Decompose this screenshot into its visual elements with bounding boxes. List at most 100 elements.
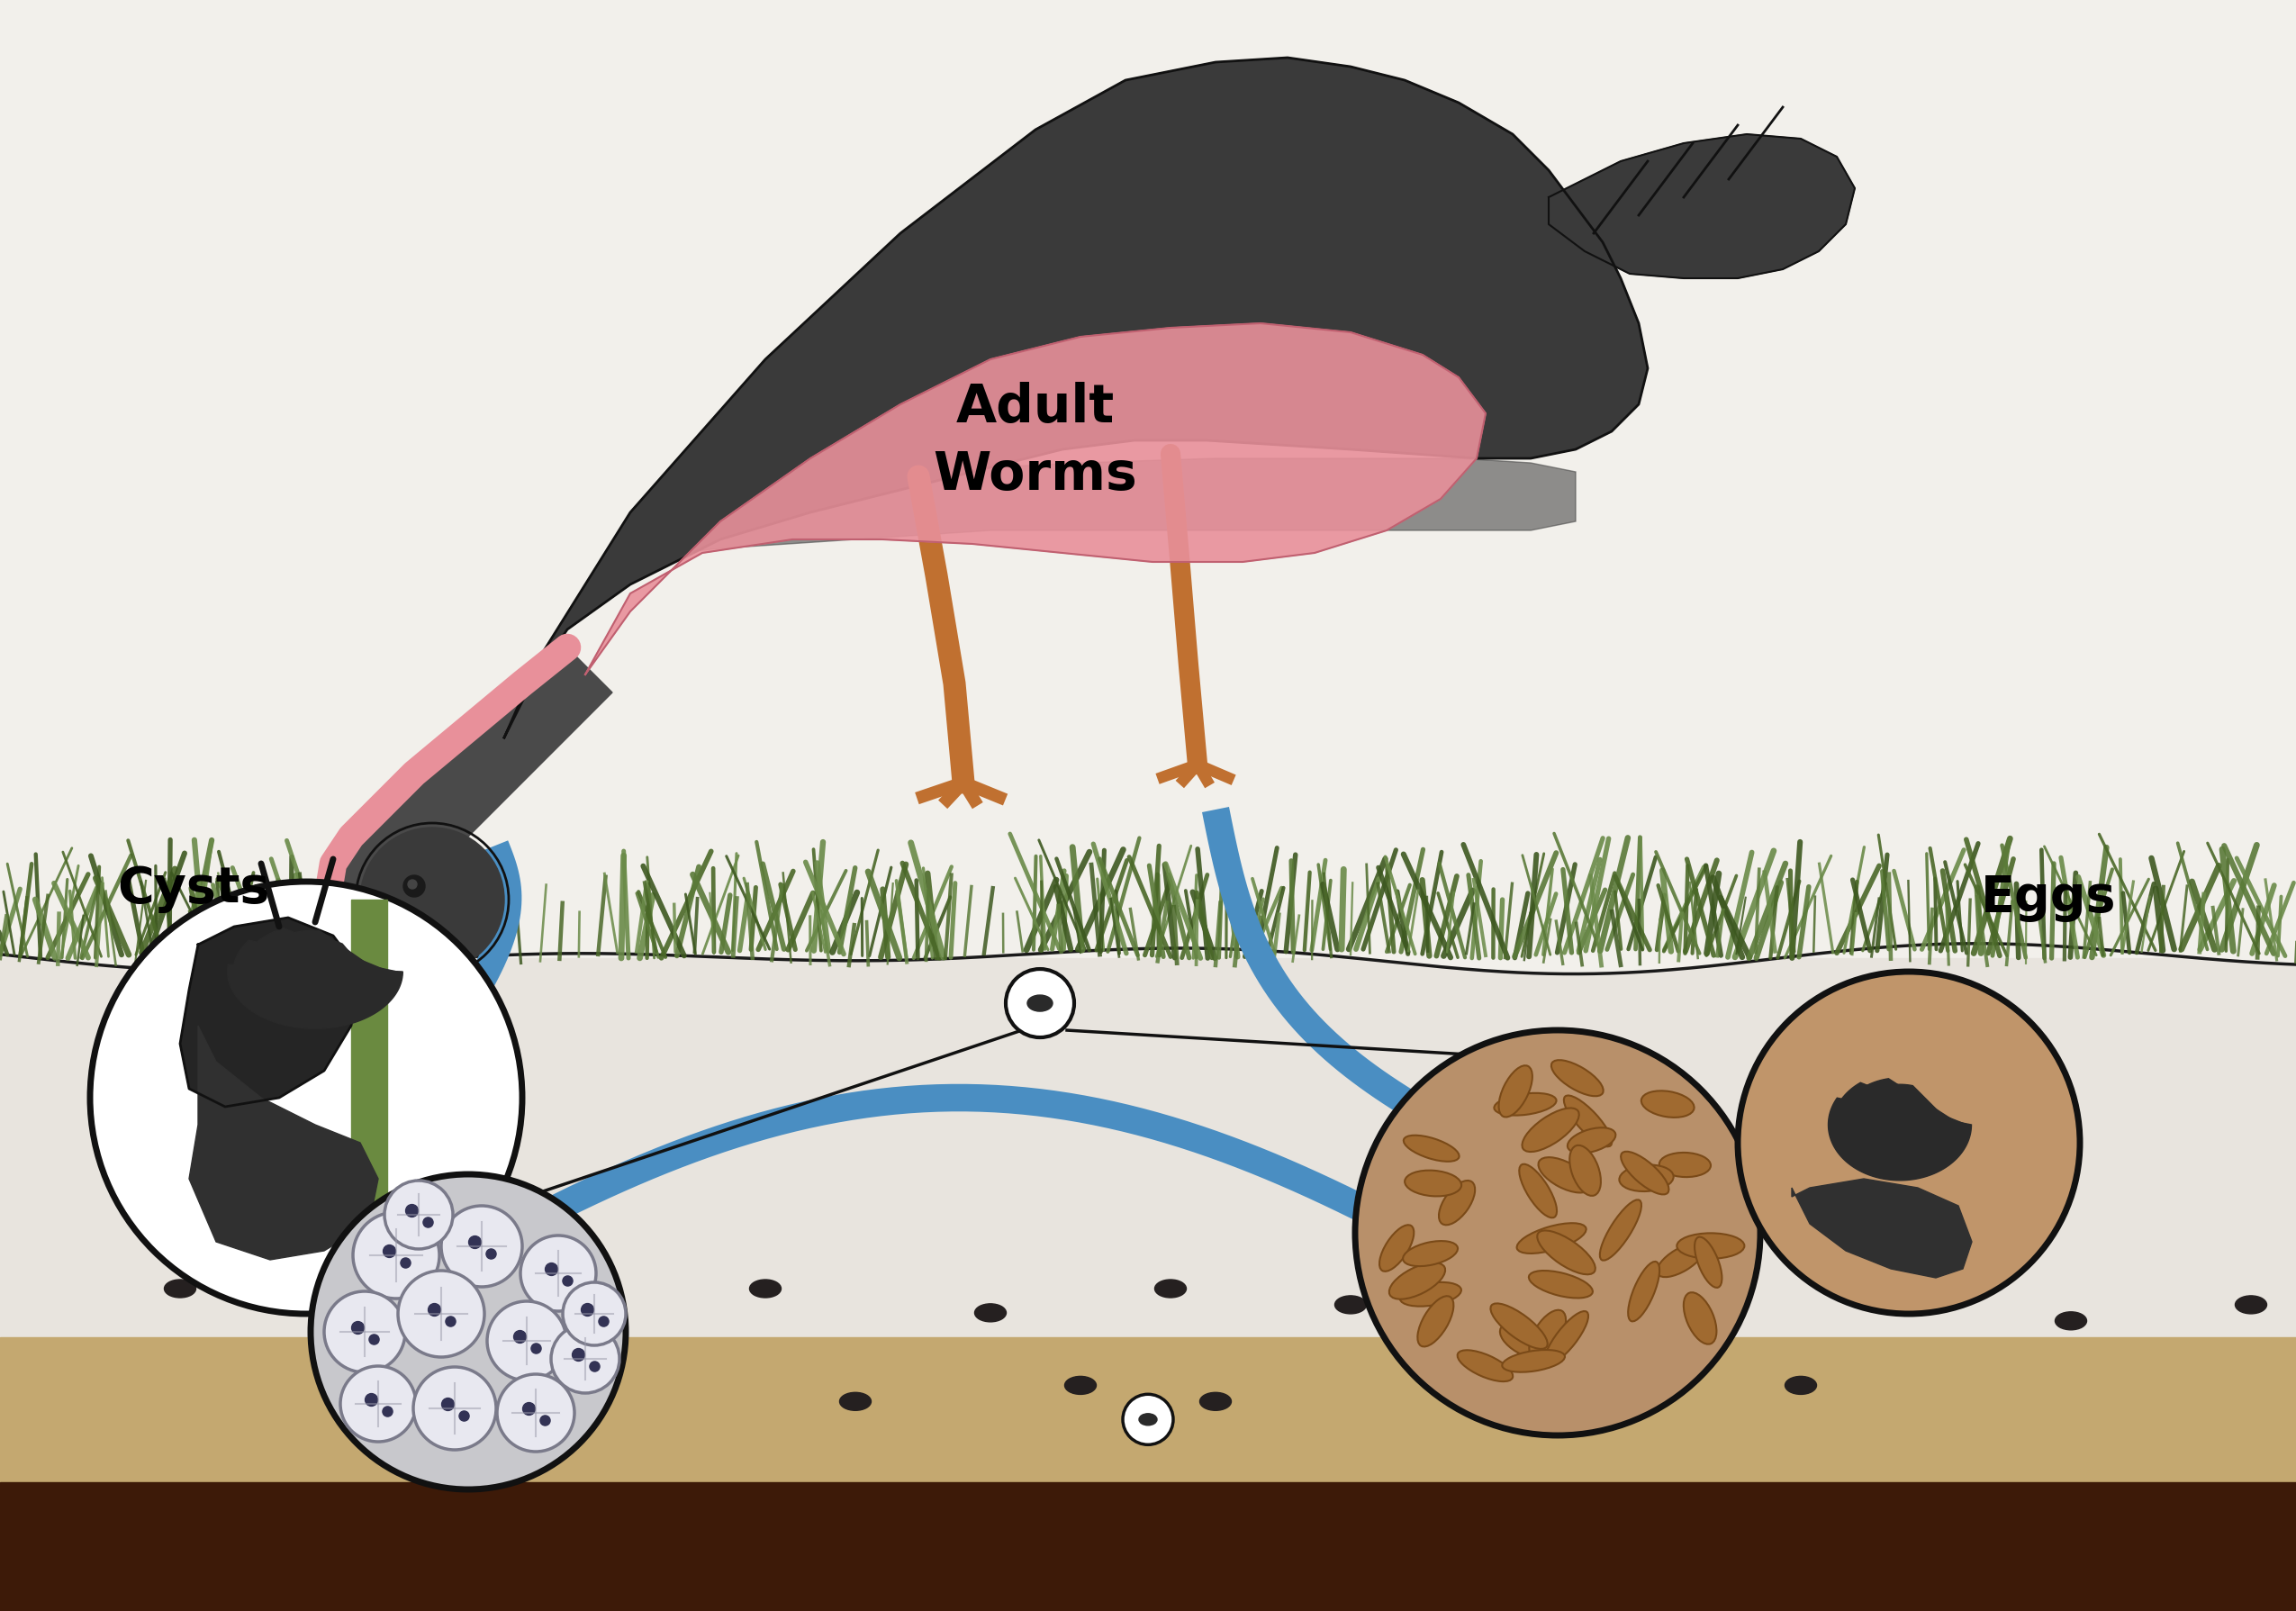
Ellipse shape [1694,1237,1722,1287]
Ellipse shape [1538,1158,1591,1192]
Ellipse shape [1529,1310,1566,1358]
Circle shape [354,1213,439,1298]
Ellipse shape [1499,1324,1548,1358]
Circle shape [404,876,425,897]
Circle shape [360,828,505,971]
Polygon shape [188,1026,379,1260]
Polygon shape [1871,1102,1929,1147]
Ellipse shape [1642,1091,1694,1118]
Ellipse shape [1628,1261,1660,1321]
Ellipse shape [1490,1303,1548,1348]
Bar [0,1337,2296,1498]
Ellipse shape [1515,1279,1548,1298]
Ellipse shape [1518,1223,1587,1253]
Ellipse shape [1155,1279,1187,1298]
Bar [351,901,388,1289]
Circle shape [383,1181,452,1249]
Ellipse shape [1600,1200,1642,1260]
Circle shape [340,1366,416,1442]
Circle shape [310,1174,627,1490]
Ellipse shape [1694,1303,1727,1323]
Polygon shape [227,965,402,1029]
Ellipse shape [165,1279,195,1298]
Text: Eggs: Eggs [1981,873,2117,921]
Ellipse shape [1389,1263,1444,1300]
Bar [0,0,2296,959]
Ellipse shape [1502,1350,1566,1373]
Bar [0,1482,2296,1611]
Ellipse shape [1552,1060,1603,1097]
Ellipse shape [2236,1295,2266,1315]
Circle shape [413,1368,496,1450]
Circle shape [441,1207,521,1287]
Ellipse shape [1440,1181,1474,1226]
Ellipse shape [1401,1282,1460,1307]
Polygon shape [264,939,365,1005]
Ellipse shape [344,1311,377,1331]
Circle shape [1006,970,1075,1037]
Ellipse shape [1658,1244,1704,1278]
Ellipse shape [1139,1414,1157,1426]
Polygon shape [631,459,1575,557]
Ellipse shape [1676,1234,1745,1258]
Polygon shape [287,918,397,994]
Ellipse shape [1545,1311,1589,1365]
Ellipse shape [1568,1128,1616,1153]
Ellipse shape [1334,1295,1366,1315]
Polygon shape [1791,1179,1972,1278]
Circle shape [1355,1031,1761,1435]
Circle shape [397,1271,484,1356]
Circle shape [563,1282,627,1345]
Ellipse shape [1405,1171,1463,1197]
Ellipse shape [840,1392,870,1411]
Ellipse shape [1621,1152,1669,1195]
Ellipse shape [748,1279,781,1298]
Polygon shape [505,58,1649,738]
Ellipse shape [1538,1231,1596,1274]
Polygon shape [1832,1083,1968,1178]
Ellipse shape [1403,1240,1458,1266]
Circle shape [496,1374,574,1452]
Ellipse shape [976,1303,1006,1323]
Ellipse shape [1522,1108,1580,1152]
Polygon shape [234,941,397,1025]
Ellipse shape [1564,1095,1612,1147]
Polygon shape [1550,135,1855,279]
Polygon shape [1828,1099,1972,1181]
Ellipse shape [1065,1376,1095,1395]
Ellipse shape [1520,1165,1557,1218]
Circle shape [90,881,521,1315]
Ellipse shape [1876,1279,1906,1298]
Polygon shape [253,931,379,1013]
Polygon shape [585,324,1486,675]
Polygon shape [1857,1092,1940,1157]
Circle shape [1123,1395,1173,1445]
Text: Cysts: Cysts [117,863,269,912]
Ellipse shape [1380,1224,1414,1271]
Ellipse shape [523,1295,556,1315]
Ellipse shape [1458,1350,1513,1382]
Circle shape [409,880,418,889]
Circle shape [521,1236,597,1311]
Ellipse shape [1426,1376,1456,1395]
Circle shape [1738,971,2080,1315]
Circle shape [551,1324,620,1394]
Polygon shape [1839,1079,1961,1171]
Ellipse shape [1683,1292,1717,1344]
Ellipse shape [1417,1297,1453,1347]
Ellipse shape [1495,1094,1557,1116]
Polygon shape [296,960,333,984]
Ellipse shape [2055,1311,2087,1331]
Ellipse shape [1499,1066,1531,1118]
Polygon shape [179,918,360,1107]
Polygon shape [1848,1084,1952,1165]
Circle shape [487,1302,567,1381]
Circle shape [324,1292,404,1373]
Polygon shape [328,648,613,918]
Polygon shape [1885,1113,1915,1136]
Ellipse shape [1784,1376,1816,1395]
Ellipse shape [1026,996,1052,1012]
Polygon shape [280,949,351,996]
Ellipse shape [1570,1145,1600,1195]
Polygon shape [241,928,388,1020]
